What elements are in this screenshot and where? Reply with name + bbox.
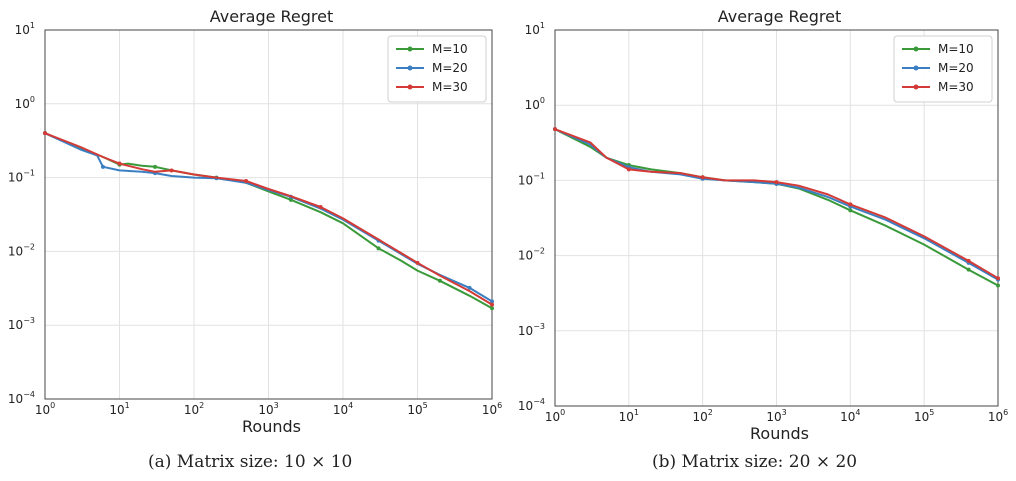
legend-box	[387, 35, 487, 103]
axes-frame	[44, 29, 493, 400]
y-tick-label: 100	[525, 96, 545, 112]
x-tick-label: 106	[988, 408, 1008, 424]
x-tick-label: 105	[407, 401, 427, 417]
y-tick-label: 100	[15, 95, 35, 111]
series-line-m30	[554, 128, 999, 280]
series-marker	[376, 246, 381, 251]
y-tick-label: 101	[15, 21, 35, 37]
series-line-m20	[554, 128, 999, 281]
x-tick-label: 106	[482, 401, 502, 417]
x-tick-label: 104	[840, 408, 860, 424]
y-tick-label: 10−3	[518, 322, 545, 338]
y-tick-label: 10−2	[8, 242, 35, 258]
series-marker	[966, 258, 971, 263]
chart-title: Average Regret	[210, 7, 334, 26]
series-marker	[553, 127, 557, 132]
figure: 100 101 102 103 104 105 106 10−4 10−3 10−2 10−1 100…	[8, 7, 1008, 443]
legend-box	[893, 35, 993, 103]
x-tick-label: 102	[184, 401, 204, 417]
caption-a: (a) Matrix size: 10 × 10	[148, 452, 353, 472]
legend-label: M=30	[432, 80, 468, 94]
y-tick-label: 10−1	[518, 171, 545, 187]
series-marker	[318, 204, 323, 209]
series-marker	[490, 306, 494, 311]
x-tick-label: 100	[545, 408, 565, 424]
legend-swatch-marker	[913, 46, 919, 52]
series-marker	[848, 208, 853, 213]
series-marker	[490, 299, 494, 304]
legend-swatch-marker	[913, 65, 919, 71]
series-marker	[848, 202, 853, 207]
series-marker	[774, 180, 779, 185]
series-marker	[244, 178, 249, 183]
x-tick-label: 101	[109, 401, 129, 417]
legend-label: M=20	[938, 61, 974, 75]
legend-swatch-marker	[913, 84, 919, 90]
x-tick-label: 102	[692, 408, 712, 424]
series-marker	[700, 175, 705, 180]
series-marker	[437, 278, 442, 283]
series-marker	[490, 302, 494, 307]
y-tick-label: 10−4	[518, 397, 545, 413]
legend-label: M=30	[938, 80, 974, 94]
x-tick-label: 103	[258, 401, 278, 417]
x-tick-label: 105	[914, 408, 934, 424]
series-marker	[626, 167, 631, 172]
series-marker	[117, 161, 122, 166]
legend-swatch-marker	[407, 46, 413, 52]
series-marker	[415, 260, 420, 265]
chart-title: Average Regret	[718, 7, 842, 26]
y-tick-label: 10−3	[8, 316, 35, 332]
legend-swatch-marker	[407, 65, 413, 71]
series-marker	[966, 267, 971, 272]
x-tick-label: 104	[333, 401, 353, 417]
caption-b: (b) Matrix size: 20 × 20	[652, 452, 858, 472]
series-marker	[996, 276, 1000, 281]
series-marker	[169, 168, 174, 173]
y-tick-label: 10−1	[8, 169, 35, 185]
y-tick-label: 10−4	[8, 390, 35, 406]
x-axis-label: Rounds	[750, 424, 809, 443]
legend-label: M=10	[432, 42, 468, 56]
series-marker	[996, 283, 1000, 288]
legend-label: M=20	[432, 61, 468, 75]
x-tick-label: 103	[766, 408, 786, 424]
x-axis-label: Rounds	[242, 417, 301, 436]
y-tick-label: 10−2	[518, 247, 545, 263]
series-marker	[43, 131, 47, 136]
series-marker	[100, 164, 105, 169]
series-marker	[153, 164, 158, 169]
x-tick-label: 100	[35, 401, 55, 417]
legend-swatch-marker	[407, 84, 413, 90]
x-tick-label: 101	[619, 408, 639, 424]
axes-frame	[554, 29, 999, 407]
series-marker	[288, 197, 293, 202]
legend-label: M=10	[938, 42, 974, 56]
chart-a: 100 101 102 103 104 105 106 10−4 10−3 10−2 10−1 100…	[8, 7, 502, 436]
series-marker	[467, 285, 472, 290]
y-tick-label: 101	[525, 21, 545, 37]
chart-b: 100 101 102 103 104 105 106 10−4 10−3 10−2 10−1 100…	[518, 7, 1008, 443]
